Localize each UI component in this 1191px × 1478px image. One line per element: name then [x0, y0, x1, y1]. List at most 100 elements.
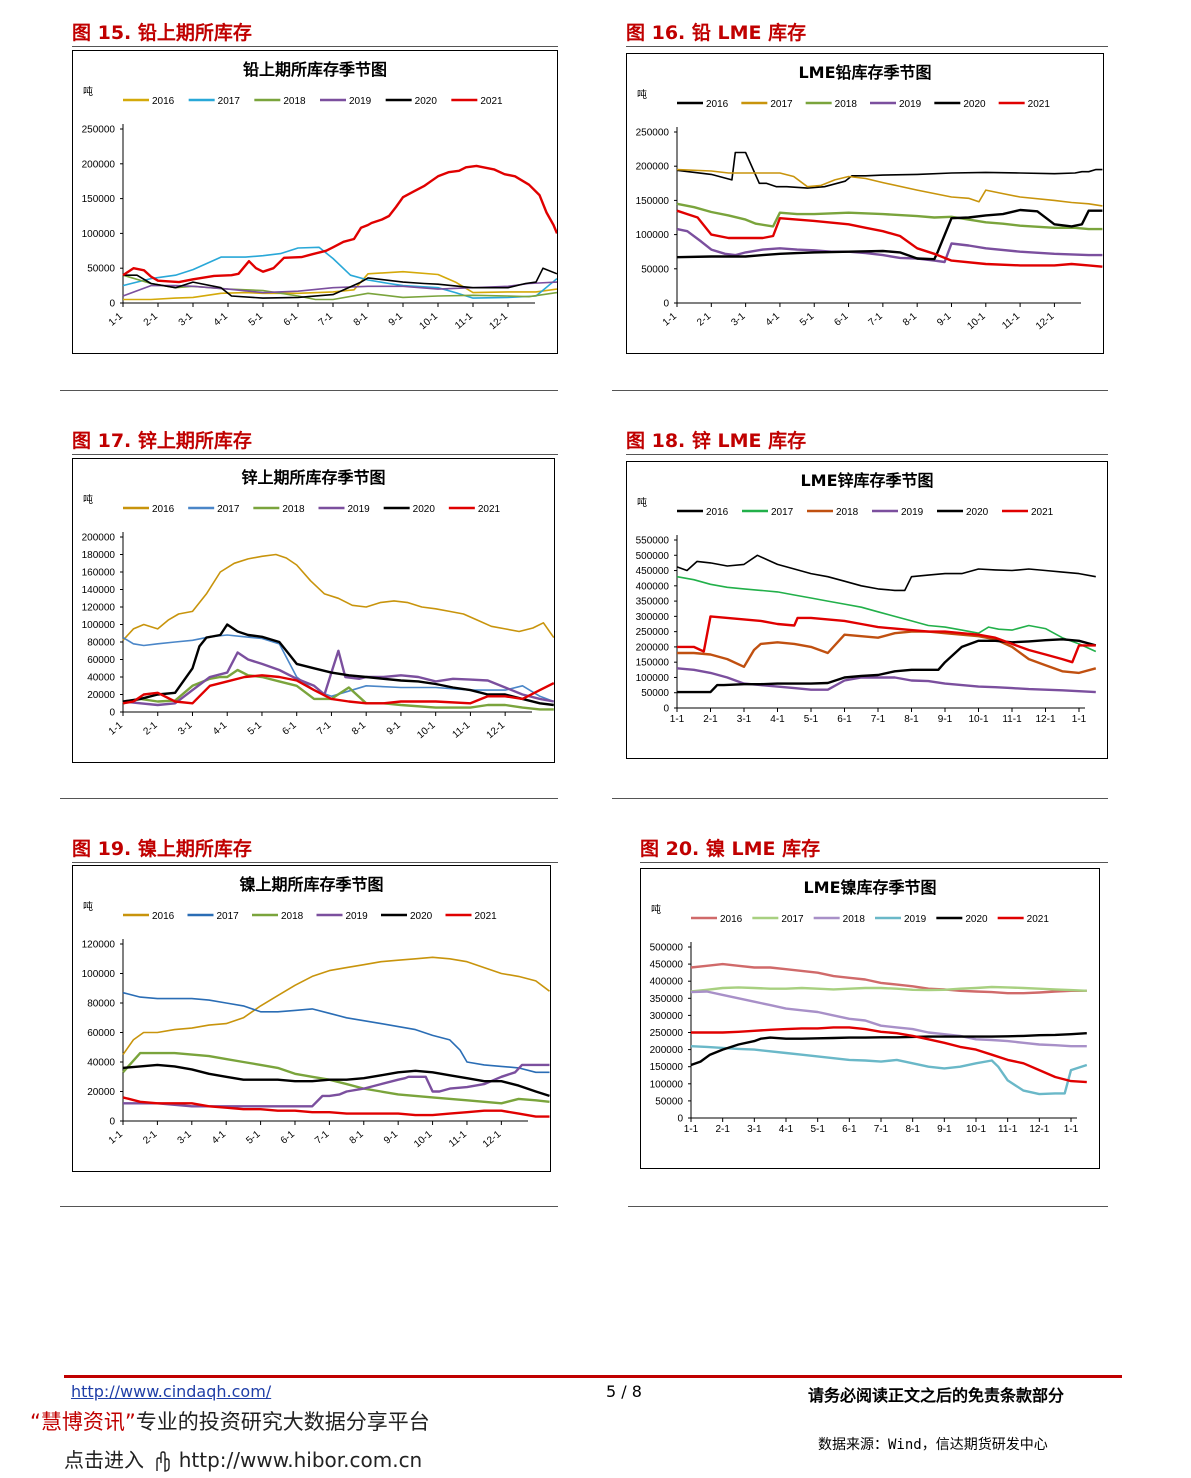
x-tick-label: 9-1 — [387, 311, 405, 329]
x-tick-label: 6-1 — [279, 1129, 297, 1147]
x-tick-label: 9-1 — [385, 720, 403, 738]
footer-rule — [64, 1375, 1122, 1378]
disclaimer-note: 请务必阅读正文之后的免责条款部分 — [808, 1386, 1065, 1405]
y-tick-label: 200000 — [650, 1045, 684, 1056]
series-line-2016 — [676, 151, 1103, 189]
x-tick-label: 6-1 — [837, 714, 852, 725]
chart-title: 铅上期所库存季节图 — [243, 60, 387, 79]
x-tick-label: 5-1 — [810, 1124, 825, 1135]
data-source-note: 数据来源：Wind，信达期货研发中心 — [818, 1437, 1048, 1453]
x-tick-label: 3-1 — [747, 1124, 762, 1135]
x-tick-label: 10-1 — [412, 1129, 435, 1151]
x-tick-label: 1-1 — [107, 311, 125, 329]
x-tick-label: 12-1 — [1035, 714, 1055, 725]
chart-title: LME锌库存季节图 — [800, 471, 933, 490]
y-tick-label: 350000 — [636, 597, 670, 608]
figure-title: 图 16. 铅 LME 库存 — [626, 22, 807, 44]
series-line-2016 — [122, 956, 550, 1056]
title-rule — [640, 862, 1108, 863]
x-tick-label: 10-1 — [418, 311, 441, 333]
series-line-2019 — [676, 667, 1096, 694]
legend-label: 2016 — [706, 99, 729, 110]
x-tick-label: 11-1 — [1002, 714, 1022, 725]
legend-label: 2020 — [413, 504, 436, 515]
x-tick-label: 6-1 — [842, 1124, 857, 1135]
unit-label: 吨 — [83, 493, 93, 506]
promo-link-row[interactable]: 点击进入 http://www.hibor.com.cn — [64, 1444, 422, 1473]
x-tick-label: 4-1 — [210, 1129, 228, 1147]
series-line-2020 — [690, 1032, 1087, 1067]
figure-title: 图 19. 镍上期所库存 — [72, 838, 252, 860]
y-tick-label: 50000 — [87, 264, 115, 275]
x-tick-label: 2-1 — [142, 720, 160, 738]
legend-label: 2019 — [901, 507, 924, 518]
legend-label: 2020 — [966, 507, 989, 518]
chart-frame: 铅上期所库存季节图吨 2016 2017 2018 2019 2020 2021 0 50000… — [72, 50, 558, 354]
legend-label: 2016 — [152, 504, 175, 515]
title-rule — [72, 454, 558, 455]
legend-label: 2017 — [781, 914, 804, 925]
y-tick-label: 100000 — [650, 1079, 684, 1090]
figure-panel-lead-lme: 图 16. 铅 LME 库存 LME铅库存季节图吨 2016 2017 2018 201… — [626, 18, 1108, 358]
x-tick-label: 7-1 — [313, 1129, 331, 1147]
y-tick-label: 450000 — [636, 566, 670, 577]
y-tick-label: 250000 — [82, 125, 116, 136]
x-tick-label: 4-1 — [770, 714, 785, 725]
y-tick-label: 150000 — [636, 196, 670, 207]
hand-pointer-icon — [150, 1450, 172, 1473]
y-tick-label: 0 — [677, 1114, 683, 1125]
chart-title: 锌上期所库存季节图 — [241, 468, 385, 487]
footer-website-link[interactable]: http://www.cindaqh.com/ — [71, 1382, 272, 1401]
y-tick-label: 250000 — [650, 1028, 684, 1039]
x-tick-label: 4-1 — [764, 311, 782, 329]
series-line-2021 — [691, 1026, 1087, 1084]
figure-panel-nickel-lme: 图 20. 镍 LME 库存 LME镍库存季节图吨 2016 2017 2018 201… — [640, 834, 1108, 1174]
x-tick-label: 3-1 — [176, 720, 194, 738]
promo-link-url[interactable]: http://www.hibor.com.cn — [178, 1448, 423, 1472]
x-tick-label: 3-1 — [737, 714, 752, 725]
y-tick-label: 40000 — [87, 1058, 115, 1069]
series-line-2019 — [122, 649, 554, 707]
series-line-2016 — [690, 962, 1087, 995]
x-tick-label: 5-1 — [247, 311, 265, 329]
title-rule — [72, 46, 558, 47]
chart-frame: 镍上期所库存季节图吨 2016 2017 2018 2019 2020 2021 0 20000… — [72, 865, 551, 1172]
figure-panel-zinc-shfe: 图 17. 锌上期所库存 锌上期所库存季节图吨 2016 2017 2018 2019 2… — [72, 426, 558, 766]
y-tick-label: 200000 — [636, 642, 670, 653]
y-tick-label: 20000 — [87, 690, 115, 701]
legend-label: 2018 — [835, 99, 858, 110]
x-tick-label: 8-1 — [901, 311, 919, 329]
promo-text: 专业的投资研究大数据分享平台 — [135, 1410, 430, 1434]
x-tick-label: 1-1 — [670, 714, 685, 725]
unit-label: 吨 — [637, 88, 647, 101]
legend-label: 2021 — [1027, 914, 1050, 925]
y-tick-label: 60000 — [87, 655, 115, 666]
chart-frame: LME锌库存季节图吨 2016 2017 2018 2019 2020 2021 0 50000… — [626, 461, 1108, 759]
legend-label: 2019 — [349, 96, 372, 107]
x-tick-label: 2-1 — [703, 714, 718, 725]
series-line-2021 — [122, 164, 557, 284]
legend-label: 2019 — [904, 914, 927, 925]
unit-label: 吨 — [637, 496, 647, 509]
x-tick-label: 6-1 — [282, 311, 300, 329]
figure-divider — [612, 390, 1108, 391]
x-tick-label: 7-1 — [317, 311, 335, 329]
series-line-2019 — [123, 1063, 550, 1108]
x-tick-label: 1-1 — [684, 1124, 699, 1135]
x-tick-label: 6-1 — [832, 311, 850, 329]
x-tick-label: 7-1 — [874, 1124, 889, 1135]
x-tick-label: 12-1 — [485, 720, 508, 742]
unit-label: 吨 — [83, 85, 93, 98]
figure-divider — [628, 1206, 1108, 1207]
y-tick-label: 80000 — [87, 638, 115, 649]
y-tick-label: 160000 — [82, 568, 116, 579]
series-line-2017 — [676, 575, 1097, 653]
legend-label: 2017 — [771, 507, 794, 518]
y-tick-label: 450000 — [650, 960, 684, 971]
figure-divider — [612, 798, 1108, 799]
chart-title: 镍上期所库存季节图 — [239, 875, 383, 894]
x-tick-label: 9-1 — [382, 1129, 400, 1147]
legend-label: 2017 — [218, 96, 241, 107]
y-tick-label: 0 — [109, 708, 115, 719]
series-line-2018 — [122, 668, 554, 711]
